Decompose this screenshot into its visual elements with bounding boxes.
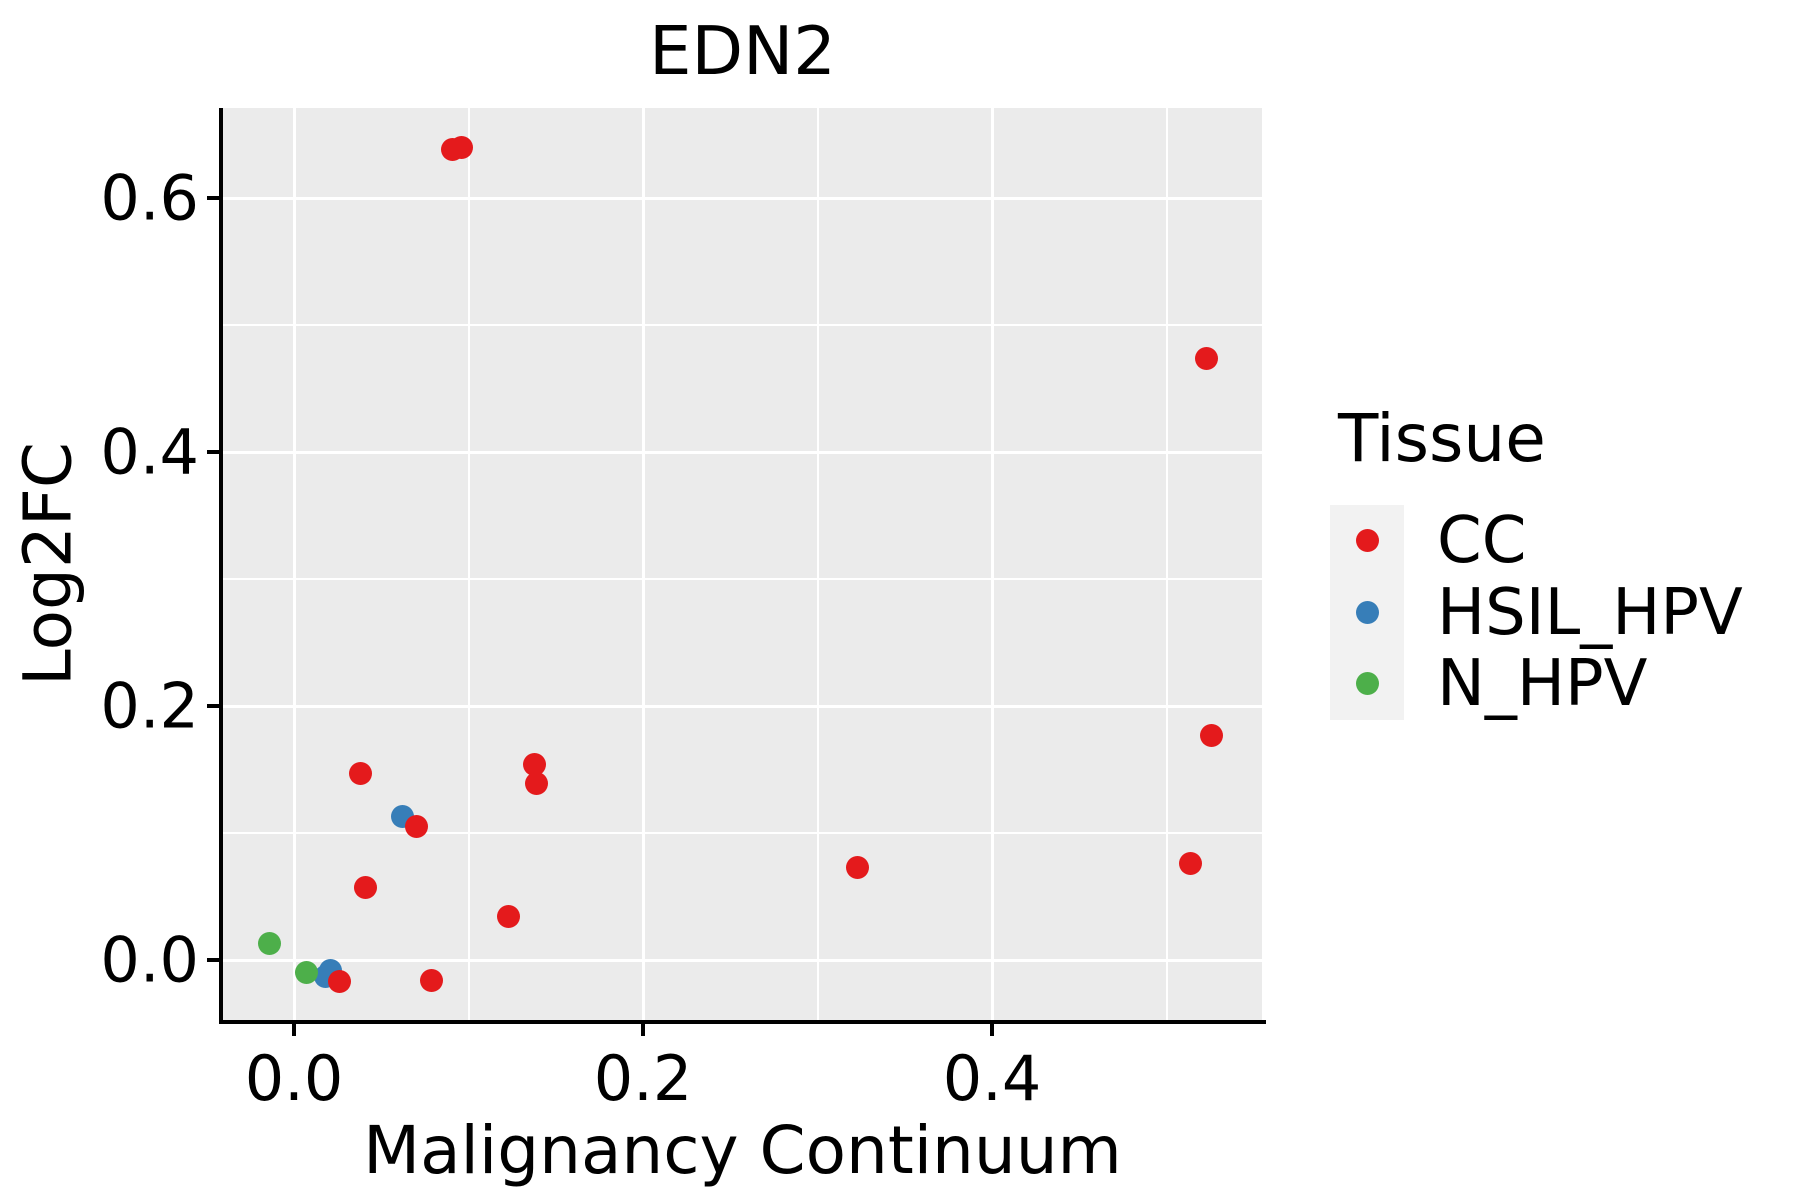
legend-dot-cc (1356, 529, 1379, 552)
legend-label-n-hpv: N_HPV (1437, 647, 1648, 721)
legend-label-cc: CC (1437, 504, 1527, 578)
gridline-vertical-major (990, 108, 994, 1020)
gridline-horizontal-major (223, 704, 1262, 708)
data-point-n_hpv (294, 961, 318, 985)
gridline-vertical-minor (816, 108, 819, 1020)
plot-panel (223, 108, 1262, 1020)
x-axis-spine (219, 1020, 1266, 1024)
data-point-cc (523, 752, 547, 776)
y-tick-label: 0.0 (100, 923, 199, 997)
x-axis-label: Malignancy Continuum (363, 1112, 1122, 1189)
gridline-horizontal-minor (223, 578, 1262, 580)
gridline-horizontal-major (223, 450, 1262, 454)
legend-label-hsil-hpv: HSIL_HPV (1437, 576, 1743, 650)
data-point-cc (450, 135, 474, 159)
gridline-vertical-major (292, 108, 296, 1020)
data-point-cc (354, 876, 378, 900)
y-tick-label: 0.6 (100, 161, 199, 235)
data-point-cc (327, 970, 351, 994)
legend-dot-hsil-hpv (1356, 601, 1379, 624)
data-point-cc (348, 761, 372, 785)
data-point-cc (497, 905, 521, 929)
gridline-vertical-minor (1165, 108, 1168, 1020)
x-tick-label: 0.0 (244, 1042, 344, 1115)
y-tick-mark (207, 958, 219, 962)
y-tick-mark (207, 196, 219, 200)
data-point-cc (846, 855, 870, 879)
data-point-cc (1200, 723, 1224, 747)
y-tick-mark (207, 450, 219, 454)
y-tick-mark (207, 704, 219, 708)
legend-title: Tissue (1338, 400, 1546, 477)
data-point-cc (1179, 851, 1203, 875)
x-tick-label: 0.2 (593, 1042, 693, 1115)
legend-dot-n-hpv (1356, 672, 1379, 695)
y-tick-label: 0.4 (100, 415, 199, 489)
gridline-horizontal-minor (223, 324, 1262, 326)
gridline-vertical-minor (467, 108, 470, 1020)
chart-title: EDN2 (649, 12, 836, 90)
data-point-cc (420, 968, 444, 992)
x-tick-mark (641, 1024, 645, 1036)
x-tick-mark (292, 1024, 296, 1036)
data-point-cc (404, 815, 428, 839)
data-point-n_hpv (258, 931, 282, 955)
data-point-cc (1195, 346, 1219, 370)
y-tick-label: 0.2 (100, 669, 199, 743)
gridline-horizontal-major (223, 958, 1262, 962)
data-point-cc (525, 771, 549, 795)
gridline-horizontal-major (223, 196, 1262, 200)
y-axis-spine (219, 108, 223, 1024)
gridline-horizontal-minor (223, 832, 1262, 834)
x-tick-mark (990, 1024, 994, 1036)
gridline-vertical-major (641, 108, 645, 1020)
x-tick-label: 0.4 (942, 1042, 1042, 1115)
